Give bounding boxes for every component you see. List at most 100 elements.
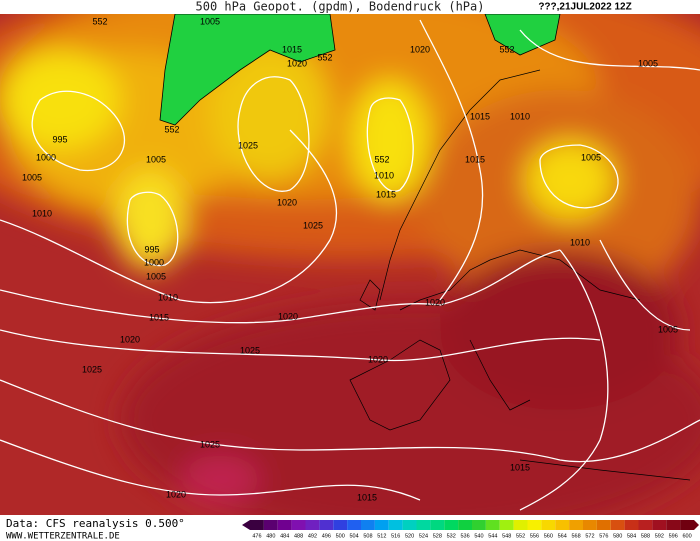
colorbar-tick-label: 588 [641, 533, 650, 539]
colorbar-swatch [458, 520, 472, 530]
colorbar-swatch [624, 520, 639, 530]
colorbar-swatch [305, 520, 320, 530]
isobar-label: 1025 [303, 220, 323, 230]
isobar-label: 1005 [581, 152, 601, 162]
colorbar-swatch [402, 520, 417, 530]
colorbar-tick-label: 524 [419, 533, 428, 539]
colorbar-swatch [444, 520, 459, 530]
isobar-label: 1025 [82, 364, 102, 374]
colorbar-tick-label: 484 [280, 533, 289, 539]
colorbar-swatch [666, 520, 681, 530]
colorbar-tick-label: 548 [502, 533, 511, 539]
isobar-label: 552 [164, 124, 179, 134]
isobar-label: 1020 [410, 44, 430, 54]
colorbar-arrow-right [694, 520, 699, 530]
isobar-label: 552 [92, 16, 107, 26]
isobar-label: 1015 [149, 312, 169, 322]
colorbar-swatch [416, 520, 431, 530]
colorbar-swatch [263, 520, 278, 530]
colorbar-swatch [277, 520, 292, 530]
colorbar-swatch [513, 520, 528, 530]
colorbar-tick-label: 516 [391, 533, 400, 539]
isobar-label: 1015 [376, 189, 396, 199]
colorbar-arrow-left [242, 520, 250, 530]
colorbar-tick-label: 504 [349, 533, 358, 539]
colorbar-swatch [388, 520, 403, 530]
data-source: Data: CFS reanalysis 0.500° [6, 517, 185, 530]
colorbar-tick-label: 496 [322, 533, 331, 539]
isobar-label: 552 [374, 154, 389, 164]
colorbar-tick-label: 596 [669, 533, 678, 539]
map-title: 500 hPa Geopot. (gpdm), Bodendruck (hPa) [196, 0, 485, 14]
isobar-label: 1010 [570, 237, 590, 247]
colorbar-swatch [527, 520, 542, 530]
colorbar-swatch [319, 520, 334, 530]
isobar-label: 552 [317, 52, 332, 62]
colorbar-swatch [430, 520, 445, 530]
isobar-label: 1020 [277, 197, 297, 207]
colorbar-tick-label: 552 [516, 533, 525, 539]
isobar-label: 1025 [200, 439, 220, 449]
colorbar-swatch [361, 520, 375, 530]
colorbar-tick-label: 512 [377, 533, 386, 539]
colorbar-swatch [583, 520, 597, 530]
isobar-label: 1005 [638, 58, 658, 68]
isobar-label: 1005 [658, 324, 678, 334]
isobar-label: 1020 [287, 58, 307, 68]
colorbar-swatch [555, 520, 570, 530]
colorbar-swatch [374, 520, 389, 530]
colorbar-swatch [499, 520, 514, 530]
colorbar-tick-label: 508 [363, 533, 372, 539]
colorbar-tick-label: 544 [488, 533, 497, 539]
colorbar-swatch [569, 520, 583, 530]
isobar-label: 552 [499, 44, 514, 54]
colorbar-tick-label: 536 [460, 533, 469, 539]
colorbar: 476 480 484 488 492 496 500 504 508 512 516 520 524 5… [242, 520, 699, 539]
colorbar-swatch [485, 520, 500, 530]
colorbar-swatch [250, 520, 264, 530]
isobar-label: 1015 [465, 154, 485, 164]
colorbar-swatch [680, 520, 694, 530]
colorbar-tick-label: 584 [627, 533, 636, 539]
isobar-label: 995 [144, 244, 159, 254]
isobar-label: 1025 [238, 140, 258, 150]
map-date: ???,21JUL2022 12Z [538, 2, 631, 13]
isobar-label: 1005 [200, 16, 220, 26]
isobar-label: 995 [52, 134, 67, 144]
colorbar-swatch [596, 520, 611, 530]
colorbar-tick-label: 576 [599, 533, 608, 539]
colorbar-tick-label: 568 [571, 533, 580, 539]
isobar-label: 1015 [470, 111, 490, 121]
colorbar-tick-label: 488 [294, 533, 303, 539]
colorbar-tick-label: 532 [447, 533, 456, 539]
colorbar-swatch [541, 520, 556, 530]
isobar-label: 1010 [158, 292, 178, 302]
isobar-label: 1020 [368, 354, 388, 364]
colorbar-tick-label: 528 [433, 533, 442, 539]
colorbar-swatch [333, 520, 348, 530]
isobar-label: 1010 [374, 170, 394, 180]
site-name: WWW.WETTERZENTRALE.DE [6, 532, 120, 541]
colorbar-tick-label: 476 [252, 533, 261, 539]
colorbar-tick-label: 480 [266, 533, 275, 539]
isobar-label: 1020 [425, 297, 445, 307]
colorbar-tick-label: 564 [558, 533, 567, 539]
isobar-label: 1000 [144, 257, 164, 267]
isobar-label: 1025 [240, 345, 260, 355]
colorbar-swatch [291, 520, 306, 530]
isobar-label: 1015 [510, 462, 530, 472]
colorbar-swatch [652, 520, 667, 530]
isobar-label: 1005 [22, 172, 42, 182]
colorbar-tick-label: 492 [308, 533, 317, 539]
colorbar-swatch [610, 520, 625, 530]
colorbar-tick-label: 540 [474, 533, 483, 539]
colorbar-tick-label: 556 [530, 533, 539, 539]
isobar-label: 1005 [146, 271, 166, 281]
isobar-label: 1015 [282, 44, 302, 54]
colorbar-tick-label: 500 [336, 533, 345, 539]
isobar-label: 1010 [32, 208, 52, 218]
isobar-label: 1020 [278, 311, 298, 321]
colorbar-swatch [347, 520, 361, 530]
